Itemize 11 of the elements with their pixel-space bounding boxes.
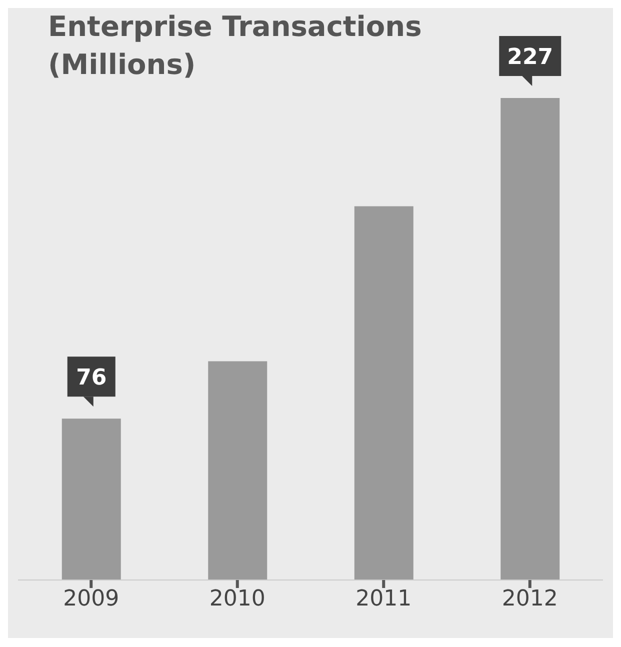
- data-label: 227: [507, 45, 554, 70]
- bar: [354, 206, 414, 580]
- bar: [62, 418, 121, 580]
- x-tick-label: 2009: [63, 586, 120, 612]
- x-tick-label: 2011: [356, 586, 412, 612]
- bar: [500, 98, 560, 580]
- x-tick-label: 2012: [502, 586, 558, 612]
- x-tick-label: 2010: [209, 586, 266, 612]
- chart-title: Enterprise Transactions (Millions): [48, 9, 423, 83]
- data-label: 76: [76, 366, 107, 391]
- bar: [208, 361, 268, 580]
